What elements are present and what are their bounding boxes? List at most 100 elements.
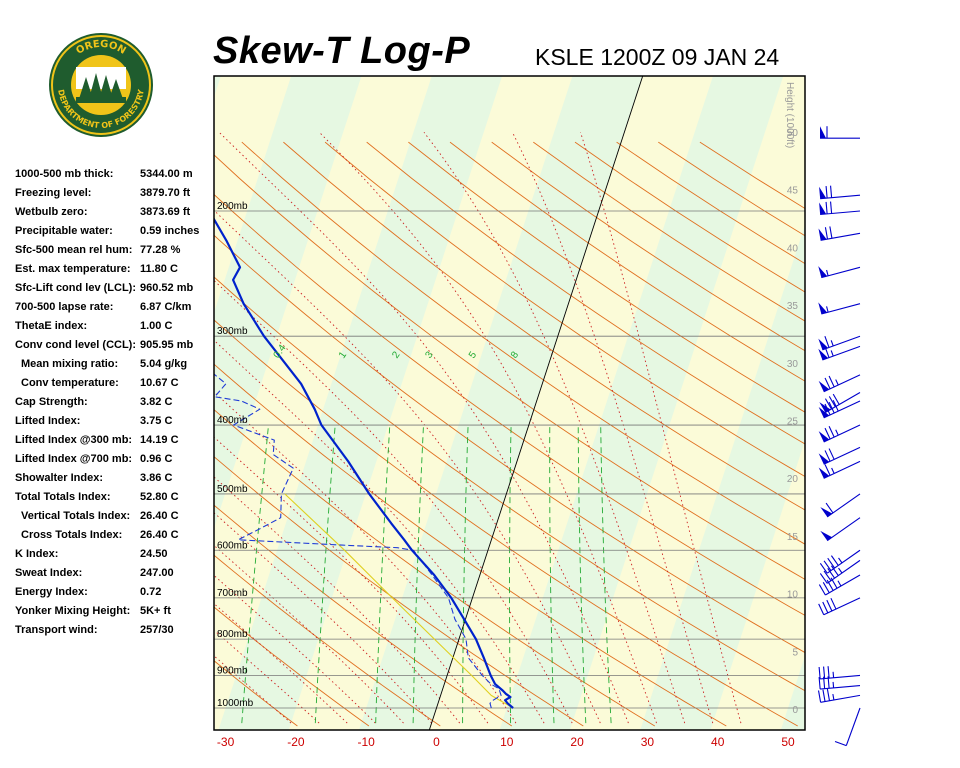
height-tick-label: 30: [787, 359, 799, 370]
index-value: 14.19 C: [140, 434, 179, 446]
isotherm-band: [499, 76, 784, 730]
height-tick-label: 35: [787, 301, 799, 312]
height-axis-label: Height (1000ft): [784, 82, 795, 148]
temperature-tick-label: 30: [641, 735, 655, 749]
mixing-ratio-line: [412, 424, 424, 724]
wind-barb: [820, 126, 860, 139]
index-label: Vertical Totals Index:: [21, 510, 131, 522]
wind-barb: [819, 559, 861, 584]
temperature-tick-label: -20: [287, 735, 305, 749]
wind-barb: [834, 707, 861, 747]
height-tick-label: 0: [792, 705, 798, 716]
index-label: ThetaE index:: [15, 320, 88, 332]
dry-adiabat: [491, 141, 805, 352]
moist-adiabat: [218, 131, 629, 724]
wind-barb: [818, 460, 861, 479]
index-value: 77.28 %: [140, 244, 181, 256]
wind-barb: [819, 201, 861, 216]
wind-barb: [818, 374, 861, 393]
temperature-tick-label: -10: [358, 735, 376, 749]
isotherm-band: [0, 76, 80, 730]
index-label: 1000-500 mb thick:: [15, 168, 114, 180]
dry-adiabat: [366, 141, 805, 445]
wind-barb: [818, 302, 861, 315]
height-tick-label: 45: [787, 186, 799, 197]
wind-barb: [819, 185, 861, 200]
mixing-ratio-line: [509, 424, 512, 724]
index-value: 5.04 g/kg: [140, 358, 188, 370]
index-label: Transport wind:: [15, 624, 98, 636]
wind-barb: [818, 446, 861, 465]
wind-barb: [818, 597, 861, 616]
wind-barb: [818, 345, 861, 361]
wind-barb: [818, 335, 861, 351]
pressure-label: 800mb: [217, 629, 248, 640]
height-tick-label: 15: [787, 532, 799, 543]
dry-adiabat: [324, 141, 805, 478]
index-value: 26.40 C: [140, 510, 179, 522]
dry-adiabat: [241, 141, 805, 545]
dry-adiabat: [214, 276, 805, 692]
index-label: Sfc-Lift cond lev (LCL):: [15, 282, 136, 294]
height-tick-label: 20: [787, 474, 799, 485]
index-value: 0.59 inches: [140, 225, 200, 237]
dry-adiabat: [214, 504, 513, 727]
dry-adiabat: [214, 606, 370, 727]
index-label: Precipitable water:: [15, 225, 113, 237]
index-label: Total Totals Index:: [15, 491, 111, 503]
index-value: 6.87 C/km: [140, 301, 192, 313]
pressure-label: 200mb: [217, 201, 248, 212]
index-label: Cap Strength:: [15, 396, 88, 408]
index-label: Showalter Index:: [15, 472, 104, 484]
index-label: Freezing level:: [15, 187, 92, 199]
mixing-ratio-line: [314, 424, 336, 724]
logo-ground: [76, 97, 126, 103]
chart-title: Skew-T Log-P: [213, 30, 471, 72]
index-value: 247.00: [140, 567, 174, 579]
wind-barb: [820, 517, 861, 542]
svg-text:OREGON: OREGON: [74, 39, 127, 57]
mixing-ratio-label: 1: [337, 349, 349, 360]
index-value: 905.95 mb: [140, 339, 194, 351]
dry-adiabat: [214, 234, 805, 654]
logo-sky: [76, 67, 126, 89]
temperature-tick-label: 20: [570, 735, 584, 749]
wind-barb: [818, 666, 861, 680]
pressure-label: 900mb: [217, 665, 248, 676]
mixing-ratio-label: 2: [390, 349, 402, 360]
dewpoint-trace: [214, 373, 502, 709]
index-label: 700-500 lapse rate:: [15, 301, 114, 313]
temperature-tick-label: 0: [433, 735, 440, 749]
dry-adiabat: [214, 193, 805, 616]
temperature-tick-label: 40: [711, 735, 725, 749]
wind-barb-column: [817, 126, 861, 747]
parcel-trace: [284, 493, 514, 709]
mixing-ratio-line: [600, 424, 612, 724]
logo-top-text: OREGON: [74, 39, 127, 57]
index-value: 3879.70 ft: [140, 187, 191, 199]
dry-adiabat: [214, 660, 298, 727]
logo-gold-ring: [51, 35, 151, 135]
index-label: Sfc-500 mean rel hum:: [15, 244, 133, 256]
plot-frame: [213, 75, 806, 731]
dry-adiabat: [214, 319, 798, 727]
index-label: Sweat Index:: [15, 567, 83, 579]
height-tick-label: 5: [792, 647, 798, 658]
sounding-traces: [214, 217, 514, 709]
index-value: 0.96 C: [140, 453, 173, 465]
wind-barb: [820, 493, 861, 518]
temperature-tick-label: 10: [500, 735, 514, 749]
pressure-label: 600mb: [217, 540, 248, 551]
pressure-label: 1000mb: [217, 698, 254, 709]
index-label: Energy Index:: [15, 586, 88, 598]
index-label: Lifted Index @700 mb:: [15, 453, 133, 465]
temperature-tick-label: 50: [781, 735, 795, 749]
mixing-ratio-label: 5: [467, 349, 479, 360]
plot-border: [213, 75, 806, 731]
dry-adiabat: [283, 141, 805, 511]
height-tick-label: 10: [787, 590, 799, 601]
isotherm-band: [780, 655, 805, 730]
isotherm-band: [359, 76, 643, 730]
index-value: 52.80 C: [140, 491, 179, 503]
mixing-ratio-line: [375, 424, 391, 724]
